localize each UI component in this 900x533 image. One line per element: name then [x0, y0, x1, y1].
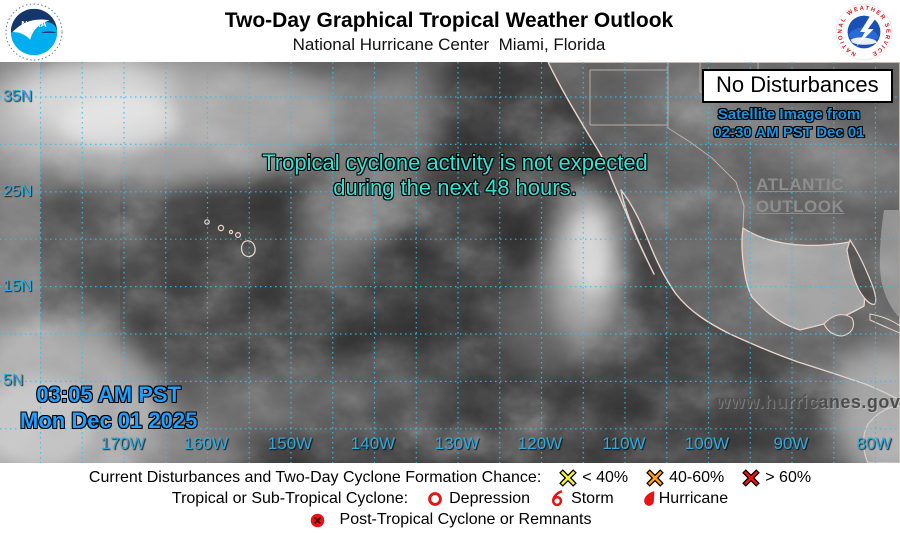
low-chance-x-icon [559, 469, 578, 487]
satellite-imagery [0, 62, 900, 463]
legend-item-post-tropical: Post-Tropical Cyclone or Remnants [309, 511, 592, 529]
formation-chance-label: Current Disturbances and Two-Day Cyclone… [88, 469, 542, 486]
legend-item-depression: Depression [426, 490, 530, 508]
legend-item-chance-high: > 60% [742, 469, 811, 487]
legend-item-chance-low: < 40% [559, 469, 628, 487]
outlook-message: Tropical cyclone activity is not expecte… [155, 150, 755, 200]
legend-item-storm: Storm [548, 490, 614, 508]
outlook-message-line2: during the next 48 hours. [333, 175, 577, 200]
header-titles: Two-Day Graphical Tropical Weather Outlo… [64, 8, 834, 55]
lat-label: 25N [3, 183, 33, 200]
lon-label: 80W [856, 434, 892, 453]
issuance-timestamp: 03:05 AM PST Mon Dec 01 2025 [20, 382, 197, 434]
legend-row-formation-chance: Current Disturbances and Two-Day Cyclone… [0, 468, 900, 488]
lon-label: 160W [183, 434, 229, 453]
satellite-image-caption: Satellite Image from 02:30 AM PST Dec 01 [659, 106, 900, 142]
legend-item-hurricane: Hurricane [640, 490, 728, 508]
legend: Current Disturbances and Two-Day Cyclone… [0, 463, 900, 533]
legend-row-post-tropical: Post-Tropical Cyclone or Remnants [0, 510, 900, 530]
noaa-logo[interactable]: NOAA [4, 3, 64, 61]
depression-icon [428, 492, 442, 506]
lon-label: 150W [267, 434, 313, 453]
header: NOAA Two-Day Graphical Tropical Weather … [0, 0, 900, 62]
page-subtitle: National Hurricane Center Miami, Florida [292, 34, 606, 54]
atlantic-outlook-link[interactable]: ATLANTIC OUTLOOK [755, 175, 845, 216]
lat-label: 5N [3, 372, 24, 389]
cloud-highlights [0, 94, 608, 463]
no-disturbances-banner: No Disturbances [702, 69, 893, 103]
post-tropical-icon [310, 513, 324, 527]
timestamp-date: Mon Dec 01 2025 [20, 408, 198, 433]
nws-logo[interactable]: NATIONAL WEATHER SERVICE [834, 3, 894, 61]
lon-label: 170W [100, 434, 146, 453]
lat-label: 15N [3, 278, 33, 295]
tropical-storm-icon [552, 490, 563, 507]
medium-chance-x-icon [646, 469, 664, 487]
satellite-caption-line1: Satellite Image from [717, 106, 861, 123]
timestamp-time: 03:05 AM PST [36, 382, 181, 407]
lon-label: 90W [773, 434, 809, 453]
lon-label: 140W [350, 434, 396, 453]
page-title: Two-Day Graphical Tropical Weather Outlo… [224, 8, 674, 32]
lon-label: 110W [602, 434, 646, 453]
lat-lon-grid [0, 62, 900, 463]
noaa-logo-text: NOAA [21, 19, 47, 29]
satellite-map[interactable]: 35N 25N 15N 5N 170W 160W 150W 140W 130W … [0, 62, 900, 463]
legend-row-cyclone-types: Tropical or Sub-Tropical Cyclone: Depres… [0, 489, 900, 509]
hurricane-icon [643, 491, 655, 506]
high-chance-x-icon [742, 469, 761, 487]
post-tropical-label: Post-Tropical Cyclone or Remnants [339, 511, 592, 528]
cyclone-types-label: Tropical or Sub-Tropical Cyclone: [171, 490, 409, 507]
website-watermark: www.hurricanes.gov [716, 392, 900, 412]
outlook-message-line1: Tropical cyclone activity is not expecte… [262, 150, 648, 175]
lon-label: 130W [434, 434, 480, 453]
lon-label: 120W [517, 434, 563, 453]
satellite-caption-line2: 02:30 AM PST Dec 01 [713, 124, 865, 141]
lon-label: 100W [684, 434, 730, 453]
legend-item-chance-medium: 40-60% [646, 469, 724, 487]
lat-label: 35N [3, 88, 33, 105]
